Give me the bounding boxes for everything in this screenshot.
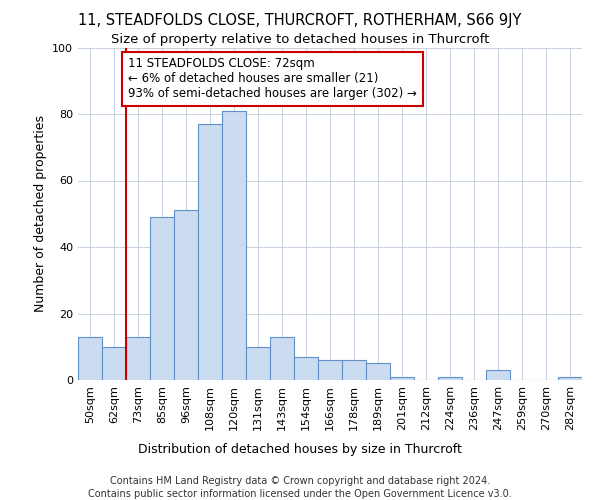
Bar	[342, 360, 366, 380]
Bar	[150, 217, 174, 380]
Bar	[438, 376, 462, 380]
Bar	[486, 370, 510, 380]
Bar	[294, 356, 318, 380]
Bar	[390, 376, 414, 380]
Bar	[102, 347, 126, 380]
Bar	[270, 337, 294, 380]
Bar	[78, 337, 102, 380]
Text: Contains public sector information licensed under the Open Government Licence v3: Contains public sector information licen…	[88, 489, 512, 499]
Bar	[198, 124, 222, 380]
Y-axis label: Number of detached properties: Number of detached properties	[34, 116, 47, 312]
Bar	[318, 360, 342, 380]
Text: Size of property relative to detached houses in Thurcroft: Size of property relative to detached ho…	[111, 32, 489, 46]
Bar	[174, 210, 198, 380]
Text: Distribution of detached houses by size in Thurcroft: Distribution of detached houses by size …	[138, 442, 462, 456]
Text: 11 STEADFOLDS CLOSE: 72sqm
← 6% of detached houses are smaller (21)
93% of semi-: 11 STEADFOLDS CLOSE: 72sqm ← 6% of detac…	[128, 58, 417, 100]
Text: Contains HM Land Registry data © Crown copyright and database right 2024.: Contains HM Land Registry data © Crown c…	[110, 476, 490, 486]
Text: 11, STEADFOLDS CLOSE, THURCROFT, ROTHERHAM, S66 9JY: 11, STEADFOLDS CLOSE, THURCROFT, ROTHERH…	[79, 12, 521, 28]
Bar	[366, 364, 390, 380]
Bar	[558, 376, 582, 380]
Bar	[246, 347, 270, 380]
Bar	[126, 337, 150, 380]
Bar	[222, 110, 246, 380]
